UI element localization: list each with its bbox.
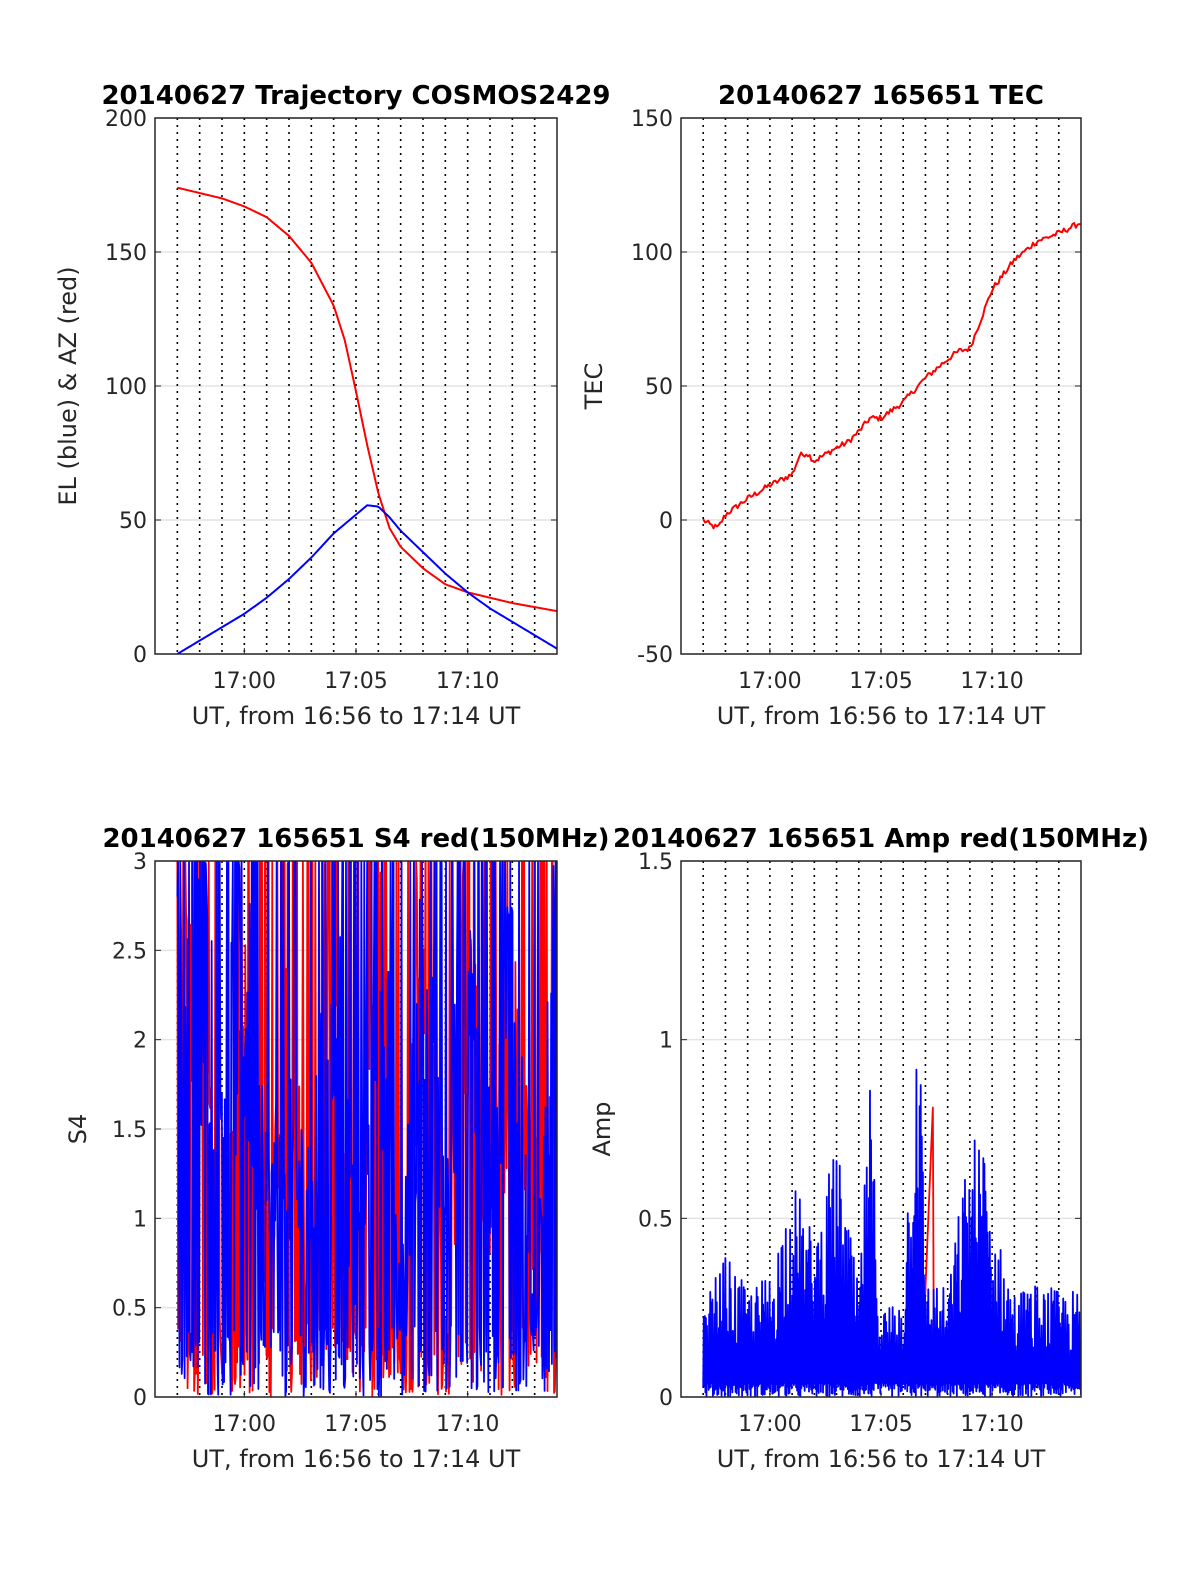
axes-box — [154, 860, 558, 1398]
y-tick-label: 2.5 — [112, 939, 147, 964]
axes-box — [154, 117, 558, 655]
data-layer — [702, 222, 1081, 530]
y-tick-label: 100 — [631, 241, 673, 266]
chart-title: 20140627 165651 S4 red(150MHz) — [102, 824, 609, 854]
y-tick-label: 0 — [133, 1386, 147, 1411]
x-tick-label: 17:05 — [324, 669, 387, 694]
y-axis-label: EL (blue) & AZ (red) — [54, 266, 82, 505]
y-tick-label: 0.5 — [112, 1297, 147, 1322]
axes-box — [680, 860, 1082, 1398]
chart-panel-3: 0 0.5 1 1.5 2 2.5 3 17:00 17:05 17:10 20140627 165… — [64, 824, 610, 1473]
y-tick-label: 1.5 — [638, 850, 673, 875]
x-axis-label: UT, from 16:56 to 17:14 UT — [717, 1445, 1046, 1473]
y-tick-label: 150 — [105, 241, 147, 266]
series-line-2 — [176, 861, 557, 1397]
y-tick-label: 150 — [631, 107, 673, 132]
x-tick-label: 17:00 — [738, 669, 801, 694]
chart-panel-4: 0 0.5 1 1.5 17:00 17:05 17:10 20140627 165651 A… — [588, 824, 1149, 1473]
x-tick-label: 17:10 — [436, 669, 499, 694]
series-line-2 — [176, 504, 557, 654]
y-tick-label: -50 — [637, 643, 673, 668]
y-axis-label: Amp — [588, 1101, 616, 1156]
y-tick-label: 2 — [133, 1029, 147, 1054]
y-tick-label: 50 — [645, 375, 673, 400]
chart-title: 20140627 Trajectory COSMOS2429 — [101, 81, 610, 111]
x-tick-label: 17:10 — [436, 1412, 499, 1437]
series-line-1 — [702, 222, 1081, 530]
chart-title: 20140627 165651 TEC — [718, 81, 1044, 111]
x-tick-label: 17:05 — [849, 669, 912, 694]
x-tick-label: 17:00 — [213, 669, 276, 694]
y-tick-label: 0 — [659, 1386, 673, 1411]
y-tick-label: 1 — [133, 1207, 147, 1232]
y-tick-label: 0 — [659, 509, 673, 534]
x-tick-label: 17:10 — [960, 669, 1023, 694]
y-axis-label: S4 — [64, 1114, 92, 1145]
x-tick-label: 17:00 — [213, 1412, 276, 1437]
y-axis-label: TEC — [580, 363, 608, 411]
series-line-1 — [177, 186, 557, 613]
chart-title: 20140627 165651 Amp red(150MHz) — [613, 824, 1149, 854]
y-tick-label: 200 — [105, 107, 147, 132]
y-tick-label: 50 — [119, 509, 147, 534]
y-tick-label: 0.5 — [638, 1207, 673, 1232]
chart-panel-1: 0 50 100 150 200 17:00 17:05 17:10 20140627 Traj… — [54, 81, 611, 730]
axes-box — [680, 117, 1082, 655]
y-tick-label: 3 — [133, 850, 147, 875]
y-tick-label: 1 — [659, 1029, 673, 1054]
x-tick-label: 17:10 — [960, 1412, 1023, 1437]
x-axis-label: UT, from 16:56 to 17:14 UT — [717, 702, 1046, 730]
x-axis-label: UT, from 16:56 to 17:14 UT — [192, 702, 521, 730]
y-tick-label: 0 — [133, 643, 147, 668]
chart-panel-2: -50 0 50 100 150 17:00 17:05 17:10 20140627 1656… — [580, 81, 1082, 730]
y-tick-label: 1.5 — [112, 1118, 147, 1143]
x-tick-label: 17:00 — [738, 1412, 801, 1437]
x-axis-label: UT, from 16:56 to 17:14 UT — [192, 1445, 521, 1473]
y-tick-label: 100 — [105, 375, 147, 400]
data-layer — [176, 861, 557, 1397]
series-line-1 — [920, 1106, 935, 1380]
x-tick-label: 17:05 — [324, 1412, 387, 1437]
x-tick-label: 17:05 — [849, 1412, 912, 1437]
data-layer — [176, 186, 557, 654]
